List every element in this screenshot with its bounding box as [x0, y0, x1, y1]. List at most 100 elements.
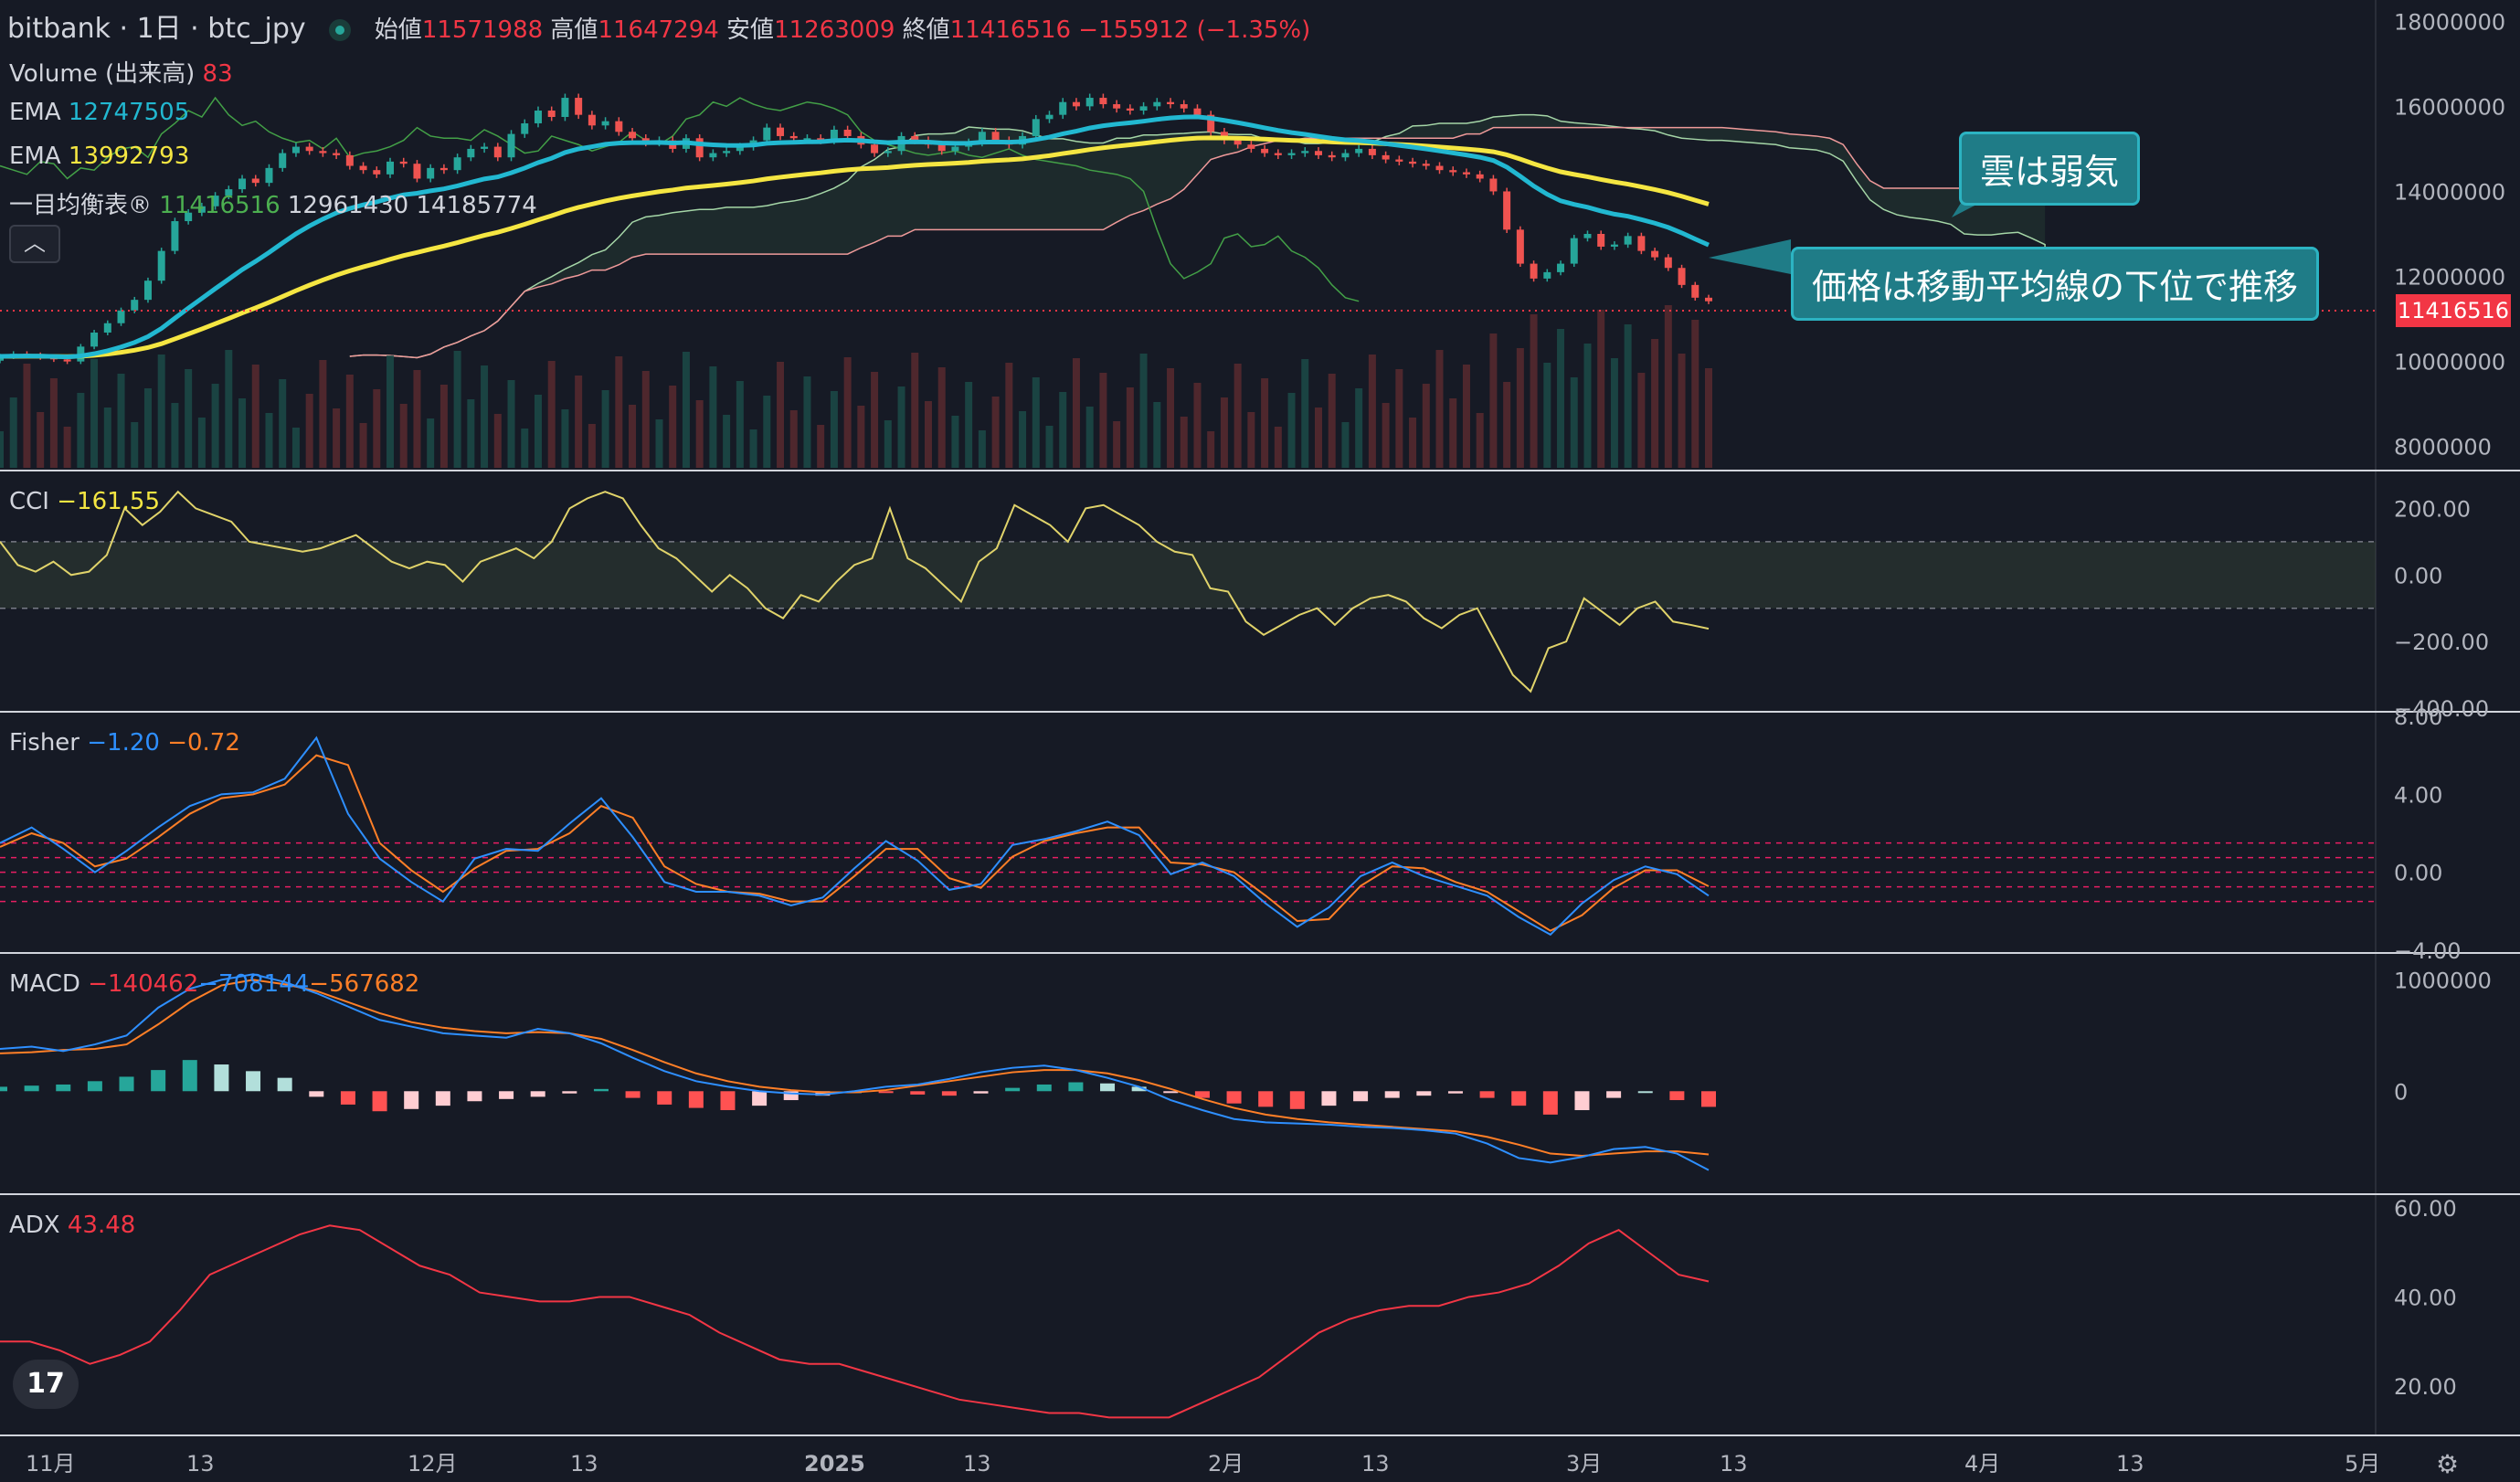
macd-histogram-bar: [530, 1091, 545, 1097]
candle-body: [1139, 106, 1148, 111]
candle-body: [453, 157, 461, 171]
macd-histogram-bar: [1637, 1091, 1653, 1094]
change-value: −155912 (−1.35%): [1078, 16, 1311, 44]
collapse-legend-button[interactable]: ︿: [9, 225, 60, 263]
volume-bar: [1597, 310, 1605, 468]
ema-fast-label: EMA: [9, 99, 61, 126]
volume-bar: [49, 378, 58, 468]
macd-histogram-bar: [1542, 1091, 1558, 1115]
volume-bar: [575, 376, 583, 468]
volume-bar: [736, 381, 744, 468]
legend-adx[interactable]: ADX 43.48: [9, 1212, 135, 1239]
volume-bar: [1355, 388, 1363, 468]
symbol-title[interactable]: bitbank · 1日 · btc_jpy: [7, 13, 306, 45]
volume-bar: [439, 385, 448, 468]
macd-histogram-bar: [24, 1085, 39, 1092]
x-tick-label: 13: [1361, 1451, 1390, 1477]
candle-body: [1462, 172, 1470, 175]
volume-bar: [911, 353, 919, 468]
candle-body: [251, 178, 259, 184]
candle-body: [197, 206, 206, 213]
macd-pane: [0, 973, 1716, 1171]
candle-body: [911, 135, 919, 141]
settings-gear-icon[interactable]: ⚙: [2436, 1449, 2460, 1479]
ema-fast-value: 12747505: [68, 99, 190, 126]
legend-macd[interactable]: MACD −140462−708144−567682: [9, 970, 419, 998]
volume-bar: [265, 413, 273, 468]
candle-body: [225, 189, 233, 196]
legend-ema-fast[interactable]: EMA 12747505: [9, 99, 189, 126]
callout-cloud-bearish[interactable]: 雲は弱気: [1959, 132, 2141, 206]
volume-bar: [884, 420, 892, 468]
ema-fast-line: [0, 114, 1710, 360]
adx-line: [0, 1224, 1710, 1419]
volume-bar: [641, 371, 650, 468]
candle-body: [1610, 244, 1618, 247]
volume-bar: [629, 405, 637, 468]
y-tick-label: 20.00: [2394, 1374, 2457, 1400]
candle-body: [507, 133, 515, 158]
candle-body: [238, 178, 247, 190]
legend-ichimoku[interactable]: 一目均衡表® 11416516 12961430 14185774: [9, 186, 537, 220]
pane-separators: [0, 470, 2520, 1436]
candle-body: [1355, 148, 1363, 153]
candle-body: [359, 165, 367, 171]
volume-bar: [1516, 348, 1524, 468]
candle-body: [90, 332, 99, 347]
volume-bar: [763, 396, 771, 468]
last-price-tag: 11416516: [2396, 294, 2511, 327]
volume-bar: [1301, 359, 1309, 468]
volume-bar: [937, 367, 946, 468]
volume-bar: [1314, 408, 1322, 468]
candle-body: [1422, 164, 1430, 166]
volume-bar: [1085, 407, 1094, 468]
legend-ema-slow[interactable]: EMA 13992793: [9, 143, 189, 170]
candle-body: [1476, 174, 1484, 179]
macd-histogram-bar: [625, 1091, 641, 1098]
legend-volume[interactable]: Volume (出来高) 83: [9, 55, 233, 89]
legend-fisher[interactable]: Fisher −1.20 −0.72: [9, 729, 240, 757]
macd-histogram-bar: [720, 1091, 736, 1111]
chikou-span: [0, 96, 1360, 302]
volume-bar: [830, 391, 838, 468]
candle-body: [171, 221, 179, 251]
candle-body: [1489, 178, 1498, 192]
volume-bar: [1153, 402, 1161, 468]
candle-body: [1234, 140, 1242, 145]
volume-bar: [1610, 358, 1618, 468]
volume-bar: [143, 388, 152, 468]
candle-body: [575, 98, 583, 115]
macd-histogram-bar: [1036, 1084, 1052, 1092]
open-value: 11571988: [421, 16, 544, 44]
close-value: 11416516: [949, 16, 1072, 44]
macd-histogram-bar: [1226, 1091, 1242, 1104]
fisher-pane: [0, 736, 2376, 937]
tradingview-logo[interactable]: 17: [13, 1360, 79, 1409]
volume-bar: [1422, 384, 1430, 468]
adx-pane: [0, 1224, 1710, 1419]
candle-body: [615, 121, 623, 132]
volume-bar: [211, 384, 219, 468]
candle-body: [830, 129, 838, 141]
x-tick-label: 5月: [2345, 1451, 2380, 1477]
ichimoku-value-3: 14185774: [416, 192, 537, 219]
candle-body: [601, 121, 609, 126]
callout-pointer-ma: [1709, 239, 1791, 274]
volume-bar: [924, 401, 932, 468]
volume-bar: [1126, 387, 1134, 468]
legend-cci[interactable]: CCI −161.55: [9, 488, 160, 515]
volume-bar: [359, 423, 367, 468]
macd-histogram-bar: [688, 1091, 704, 1108]
volume-bar: [197, 418, 206, 468]
candle-body: [1678, 268, 1686, 285]
candle-body: [695, 138, 704, 158]
candle-body: [427, 167, 435, 179]
macd-histogram-bar: [499, 1091, 514, 1099]
volume-bar: [777, 362, 785, 468]
candle-body: [103, 323, 111, 333]
candle-body: [871, 144, 879, 153]
callout-below-ma[interactable]: 価格は移動平均線の下位で推移: [1791, 247, 2320, 321]
volume-bar: [279, 379, 287, 468]
volume-bar: [1530, 314, 1538, 468]
